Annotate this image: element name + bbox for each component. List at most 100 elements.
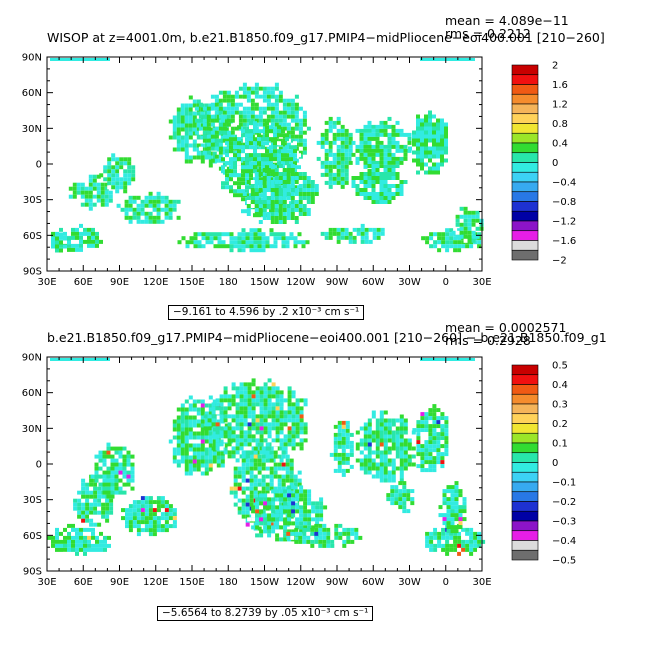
lon-tick-label: 120E xyxy=(143,577,168,588)
lon-tick-label: 150E xyxy=(179,277,204,288)
colorbar-swatch xyxy=(511,240,539,251)
ocean-field xyxy=(50,58,484,253)
panel-top: 90N 60N 30N 0 30S 60S 90S 30E 60E 90E 120E 150E 180 1… xyxy=(0,0,647,320)
colorbar-label: 0.3 xyxy=(552,400,568,411)
lat-tick-label: 60S xyxy=(23,531,42,542)
colorbar-label: 0 xyxy=(552,158,558,169)
lon-tick-label: 90E xyxy=(110,277,129,288)
colorbar-swatch xyxy=(511,152,539,163)
lon-tick-label: 120W xyxy=(286,577,315,588)
colorbar-label: 0.8 xyxy=(552,119,568,130)
colorbar-swatch xyxy=(511,364,539,376)
lon-tick-label: 60W xyxy=(362,577,385,588)
lon-tick-label: 150W xyxy=(250,577,279,588)
colorbar-swatch xyxy=(511,393,539,405)
colorbar-label: 0.1 xyxy=(552,439,568,450)
colorbar-swatch xyxy=(511,403,539,415)
colorbar-swatch xyxy=(511,162,539,173)
mean-label: mean = 4.089e−11 xyxy=(445,13,569,28)
lat-tick-label: 90S xyxy=(23,567,42,578)
contour-range-box: −5.6564 to 8.2739 by .05 x10⁻³ cm s⁻¹ xyxy=(157,606,374,621)
lon-tick-label: 90E xyxy=(110,577,129,588)
colorbar-swatch xyxy=(511,423,539,434)
lat-tick-label: 90S xyxy=(23,267,42,278)
lon-tick-label: 30W xyxy=(398,577,421,588)
colorbar-swatch xyxy=(511,442,539,454)
colorbar-label: −0.2 xyxy=(552,497,576,508)
colorbar-label: −0.5 xyxy=(552,556,576,567)
colorbar-swatch xyxy=(511,481,539,493)
colorbar-swatch xyxy=(511,491,539,502)
colorbar-label: 0 xyxy=(552,458,558,469)
colorbar-swatch xyxy=(511,374,539,385)
lon-tick-label: 90W xyxy=(326,577,349,588)
colorbar-label: −0.1 xyxy=(552,478,576,489)
colorbar-swatch xyxy=(511,452,539,463)
colorbar-swatch xyxy=(511,520,539,532)
rms-label: rms = 0.2212 xyxy=(445,26,531,41)
contour-range-box: −9.161 to 4.596 by .2 x10⁻³ cm s⁻¹ xyxy=(168,305,365,320)
lat-tick-label: 0 xyxy=(36,160,42,171)
lon-tick-label: 90W xyxy=(326,277,349,288)
lon-tick-label: 150W xyxy=(250,277,279,288)
lat-tick-label: 90N xyxy=(22,53,42,64)
colorbar: 2 1.6 1.2 0.8 0.4 0 −0.4 −0.8 −1.2 −1.6 −2 xyxy=(511,61,576,267)
lat-tick-label: 30N xyxy=(22,424,42,435)
lat-tick-label: 30S xyxy=(23,195,42,206)
colorbar-swatch xyxy=(511,462,539,473)
colorbar-swatch xyxy=(511,123,539,134)
lat-tick-label: 60N xyxy=(22,88,42,99)
lat-tick-label: 60N xyxy=(22,388,42,399)
colorbar-swatch xyxy=(511,540,539,551)
colorbar-swatch xyxy=(511,171,539,183)
colorbar-swatch xyxy=(511,501,539,512)
colorbar-swatch xyxy=(511,220,539,232)
lon-tick-label: 0 xyxy=(443,577,449,588)
mean-label: mean = 0.0002571 xyxy=(445,320,567,335)
colorbar-label: −0.4 xyxy=(552,178,576,189)
lon-tick-label: 120E xyxy=(143,277,168,288)
panel-title: b.e21.B1850.f09_g17.PMIP4−midPliocene−eo… xyxy=(47,330,607,345)
lon-tick-label: 150E xyxy=(179,577,204,588)
colorbar-label: −2 xyxy=(552,256,567,267)
colorbar-swatch xyxy=(511,471,539,483)
lon-tick-label: 120W xyxy=(286,277,315,288)
colorbar-label: 0.5 xyxy=(552,361,568,372)
colorbar-label: 0.2 xyxy=(552,419,568,430)
lat-tick-label: 90N xyxy=(22,353,42,364)
panel-title: WISOP at z=4001.0m, b.e21.B1850.f09_g17.… xyxy=(47,30,605,45)
colorbar-swatch xyxy=(511,191,539,202)
colorbar-swatch xyxy=(511,201,539,212)
colorbar-swatch xyxy=(511,113,539,124)
lon-tick-label: 30E xyxy=(37,277,56,288)
lat-tick-label: 0 xyxy=(36,460,42,471)
colorbar-swatch xyxy=(511,181,539,193)
lon-tick-label: 180 xyxy=(219,577,238,588)
colorbar-label: −0.8 xyxy=(552,197,576,208)
colorbar-swatch xyxy=(511,74,539,85)
colorbar-swatch xyxy=(511,510,539,522)
lon-tick-label: 0 xyxy=(443,277,449,288)
colorbar-swatch xyxy=(511,249,539,261)
colorbar-label: −1.6 xyxy=(552,236,576,247)
colorbar-swatch xyxy=(511,142,539,154)
colorbar-swatch xyxy=(511,93,539,105)
lon-tick-label: 60E xyxy=(74,277,93,288)
lon-tick-label: 30E xyxy=(472,277,491,288)
ocean-field xyxy=(47,358,486,556)
panel-bottom: 90N 60N 30N 0 30S 60S 90S 30E 60E 90E 120E 150E 180 1… xyxy=(0,300,647,621)
lon-tick-label: 60W xyxy=(362,277,385,288)
lon-tick-label: 30E xyxy=(472,577,491,588)
colorbar-swatch xyxy=(511,432,539,444)
lon-tick-label: 30E xyxy=(37,577,56,588)
colorbar-swatch xyxy=(511,210,539,222)
colorbar-swatch xyxy=(511,530,539,541)
colorbar-swatch xyxy=(511,64,539,76)
colorbar-swatch xyxy=(511,132,539,144)
lon-tick-label: 60E xyxy=(74,577,93,588)
colorbar-label: −0.4 xyxy=(552,536,576,547)
